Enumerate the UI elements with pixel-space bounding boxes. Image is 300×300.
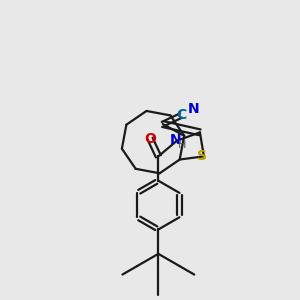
Text: H: H	[178, 140, 186, 150]
Text: C: C	[177, 108, 187, 122]
Text: O: O	[144, 132, 156, 146]
Text: N: N	[170, 134, 181, 147]
Text: S: S	[197, 149, 207, 164]
Text: N: N	[188, 102, 200, 116]
